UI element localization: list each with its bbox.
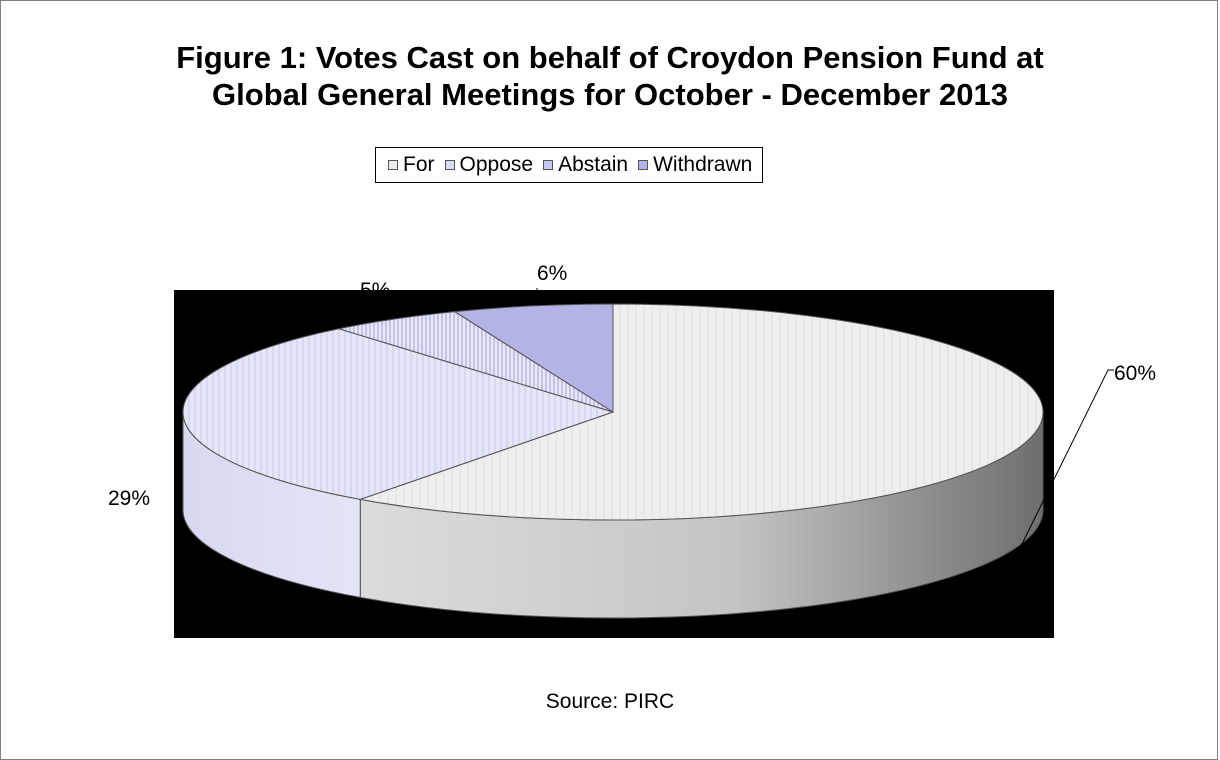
legend-item-withdrawn: Withdrawn [638,153,752,177]
legend-item-for: For [388,153,435,177]
chart-title-line-2: Global General Meetings for October - De… [212,77,1008,112]
legend-item-abstain: Abstain [543,153,628,177]
legend-label-for: For [403,153,435,176]
data-label-oppose: 29% [108,487,150,510]
leader-line-for [1019,369,1114,549]
legend-swatch-for [388,160,398,170]
data-label-for: 60% [1114,362,1156,385]
pie-labels: 60% 29% 5% 6% [108,262,1156,549]
legend-swatch-abstain [543,160,554,170]
legend-label-abstain: Abstain [558,153,629,176]
data-label-withdrawn: 6% [537,262,567,285]
chart-title-line-1: Figure 1: Votes Cast on behalf of Croydo… [176,40,1044,75]
pie-slice-withdrawn [453,303,614,413]
pie-chart: 60% 29% 5% 6% [108,262,1156,638]
pie-tops [182,303,1044,521]
data-label-abstain: 5% [360,279,390,302]
chart-source: Source: PIRC [545,690,675,713]
legend-label-oppose: Oppose [459,153,534,176]
legend-label-withdrawn: Withdrawn [653,153,753,176]
legend-swatch-withdrawn [638,160,649,170]
chart-legend: For Oppose Abstain Withdrawn [375,147,764,183]
pie-slice-for [358,303,1044,521]
legend-item-oppose: Oppose [444,153,534,177]
pie-slice-oppose [182,328,615,500]
legend-swatch-oppose [444,160,455,170]
